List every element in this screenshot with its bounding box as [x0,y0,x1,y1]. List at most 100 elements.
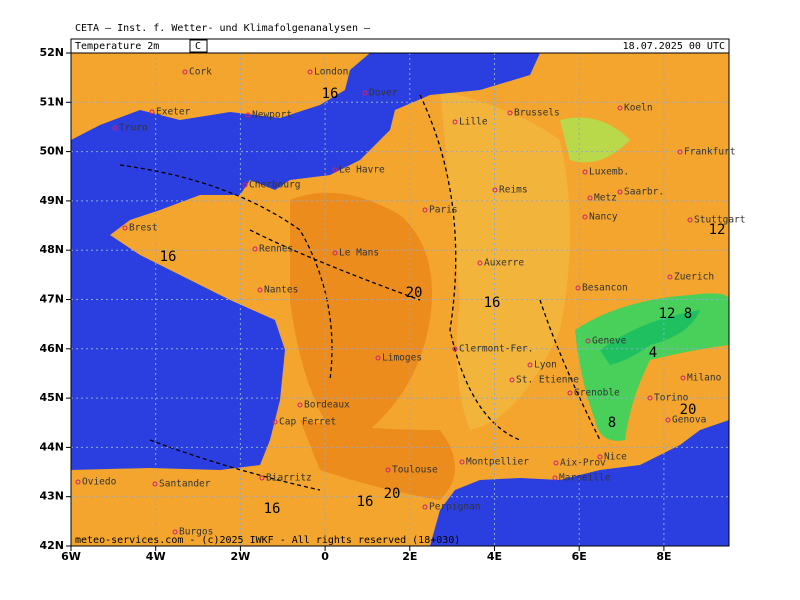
city-dot [647,395,653,401]
city-label: Nice [604,452,627,463]
city-label: Besancon [582,283,628,294]
city-label: Dover [369,88,398,99]
city-dot [122,225,128,231]
lat-label: 52N [39,46,64,59]
city-label: Lyon [534,360,557,371]
city-label: Cap Ferret [279,417,336,428]
city-dot [152,481,158,487]
city-label: Grenoble [574,388,620,399]
city-label: Nancy [589,212,618,223]
city-dot [665,417,671,423]
lon-label: 2E [402,550,417,563]
lat-label: 42N [39,539,64,552]
city-dot [575,285,581,291]
lon-label: 2W [231,550,251,563]
city-label: Stuttgart [694,215,745,226]
city-label: Torino [654,393,689,404]
contour-label: 16 [264,501,281,517]
city-label: Genova [672,415,706,426]
city-dot [297,402,303,408]
city-dot [252,246,258,252]
city-label: Le Havre [339,165,385,176]
city-label: Cherbourg [249,180,300,191]
city-dot [257,287,263,293]
city-dot [597,454,603,460]
city-dot [582,169,588,175]
city-label: Rennes [259,244,293,255]
city-label: Metz [594,193,617,204]
city-dot [242,182,248,188]
city-dot [567,390,573,396]
city-dot [492,187,498,193]
copyright: meteo-services.com - (c)2025 IWKF - All … [75,535,460,546]
city-dot [585,338,591,344]
city-label: Frankfurt [684,147,735,158]
contour-label: 20 [680,402,697,418]
city-dot [307,69,313,75]
city-label: Biarritz [266,473,312,484]
city-dot [553,460,559,466]
city-dot [509,377,515,383]
city-label: Clermont-Fer. [459,344,533,355]
lat-label: 50N [39,145,64,158]
lon-label: 0 [321,550,329,563]
city-dot [422,207,428,213]
lon-label: 4W [146,550,166,563]
warm-area [290,192,432,443]
lat-label: 44N [39,440,64,453]
lon-label: 6W [61,550,81,563]
lat-label: 49N [39,194,64,207]
city-dot [112,125,118,131]
city-label: Burgos [179,527,213,538]
city-label: Truro [119,123,148,134]
city-dot [687,217,693,223]
city-dot [362,90,368,96]
city-label: Koeln [624,103,653,114]
contour-label: 8 [684,306,692,322]
contour-label: 16 [484,295,501,311]
city-dot [552,475,558,481]
city-label: Luxemb. [589,167,629,178]
city-dot [617,105,623,111]
contour [119,94,601,491]
city-dot [677,149,683,155]
contour-label: 20 [406,285,423,301]
city-label: Exeter [156,107,191,118]
contour-label: 12 [659,306,676,322]
city-dot [259,475,265,481]
city-dot [332,167,338,173]
city-dot [149,109,155,115]
city-dot [272,419,278,425]
city-label: Saarbr. [624,187,664,198]
contour-label: 16 [160,249,177,265]
city-label: Reims [499,185,528,196]
city-label: Brussels [514,108,560,119]
lat-label: 43N [39,490,64,503]
city-label: Oviedo [82,477,117,488]
city-label: Santander [159,479,211,490]
city-label: St. Etienne [516,375,579,386]
city-label: Milano [687,373,722,384]
city-dot [680,375,686,381]
city-label: Auxerre [484,258,524,269]
lat-label: 51N [39,95,64,108]
contour-label: 12 [709,222,726,238]
panel-title: Temperature 2m [75,41,159,52]
contour-label: 16 [357,494,374,510]
contour-label: 16 [322,86,339,102]
city-label: Bordeaux [304,400,350,411]
city-label: Paris [429,205,458,216]
city-dot [667,274,673,280]
city-label: Brest [129,223,158,234]
city-dot [375,355,381,361]
cold-area [575,293,729,441]
sea [71,53,540,470]
lat-label: 45N [39,391,64,404]
header: CETA — Inst. f. Wetter- und Klimafolgena… [75,23,371,34]
city-label: Montpellier [466,457,529,468]
city-dot [385,467,391,473]
warm-area [300,420,455,500]
city-label: Aix-Prov [560,458,606,469]
city-dot [172,529,178,535]
